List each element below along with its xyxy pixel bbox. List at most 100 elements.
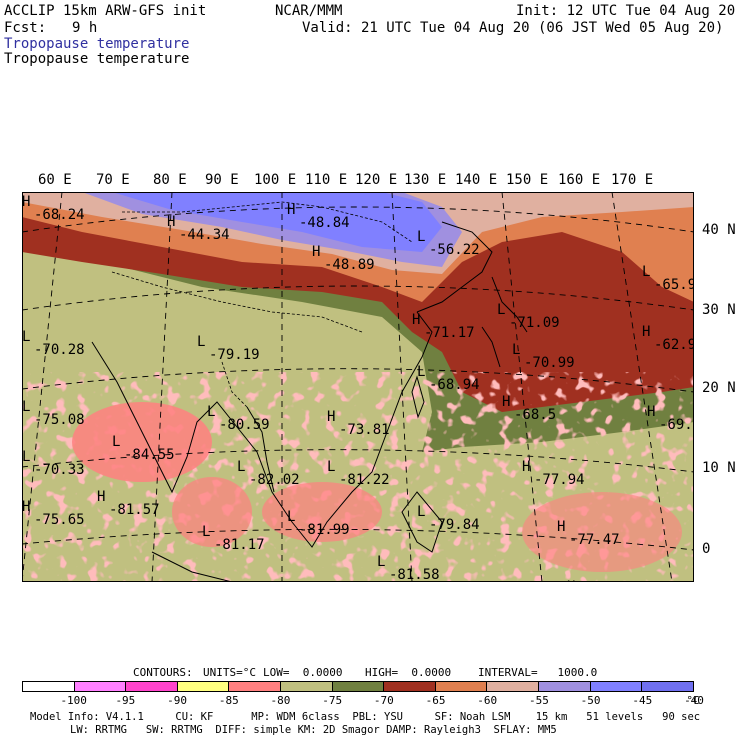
- extremum-low: L-82.02: [237, 459, 300, 488]
- extremum-marker: L: [497, 302, 505, 318]
- extremum-marker: H: [312, 244, 320, 260]
- colorbar-segment: [487, 682, 540, 691]
- contours-label: CONTOURS:: [133, 666, 193, 679]
- extremum-value: -75.65: [34, 512, 85, 528]
- cold-pool-pacific: [522, 492, 682, 572]
- colorbar-tick-label: -45: [632, 694, 653, 707]
- extremum-value: -81.99: [299, 522, 350, 538]
- extremum-marker: H: [522, 459, 530, 475]
- extremum-high: H-68.24: [22, 194, 85, 223]
- colorbar-segment: [642, 682, 693, 691]
- colorbar-tick-label: -40: [684, 694, 704, 707]
- extremum-low: L-81.99: [287, 509, 350, 538]
- lat-label: 10 N: [702, 460, 736, 476]
- colorbar-unit: °C: [686, 694, 700, 707]
- colorbar-tick-label: -50: [580, 694, 601, 707]
- extremum-marker: L: [202, 524, 210, 540]
- extremum-marker: L: [287, 509, 295, 525]
- extremum-marker: H: [287, 202, 295, 218]
- extremum-high: H-77.47: [557, 519, 620, 548]
- lat-label: 20 N: [702, 380, 736, 396]
- extremum-marker: H: [412, 312, 420, 328]
- map-border: [22, 192, 694, 582]
- extremum-marker: H: [167, 214, 175, 230]
- colorbar-segment: [384, 682, 436, 691]
- extremum-low: L-71.09: [497, 302, 560, 331]
- forecast-label: Fcst:: [4, 20, 47, 36]
- extremum-value: -77.47: [569, 532, 620, 548]
- lon-label: 60 E: [38, 172, 72, 188]
- extremum-value: -81.57: [109, 502, 160, 518]
- colorbar-segment: [281, 682, 333, 691]
- extremum-high: H-71.17: [412, 312, 475, 341]
- contours-high: HIGH= 0.0000: [365, 666, 452, 679]
- contours-units: UNITS=°C: [203, 666, 256, 679]
- extremum-value: -71.17: [424, 325, 475, 341]
- extremum-marker: H: [647, 404, 655, 420]
- extremum-value: -44.34: [179, 227, 230, 243]
- extremum-marker: L: [417, 504, 425, 520]
- extremum-value: -82.02: [249, 472, 300, 488]
- tropopause-temperature-map: H-44.34H-48.84H-48.89L-56.22L-65.98H-62.…: [22, 192, 705, 611]
- extremum-value: -56.22: [429, 242, 480, 258]
- valid-time: Valid: 21 UTC Tue 04 Aug 20 (06 JST Wed …: [302, 20, 724, 36]
- extremum-value: -75.08: [34, 412, 85, 428]
- lat-label: 30 N: [702, 302, 736, 318]
- extremum-low: L-79.84: [417, 504, 480, 533]
- colorbar-segment: [539, 682, 591, 691]
- extremum-low: L-81.22: [327, 459, 390, 488]
- extremum-marker: H: [22, 499, 30, 515]
- colorbar-segment: [590, 682, 643, 691]
- colorbar-tick-label: -60: [477, 694, 498, 707]
- extremum-value: -77.94: [534, 472, 585, 488]
- lon-label: 130 E: [404, 172, 447, 188]
- extremum-high: H-75.65: [22, 499, 85, 528]
- center-label: NCAR/MMM: [275, 3, 343, 19]
- extremum-value: -71.09: [509, 315, 560, 331]
- colorbar-segment: [23, 682, 75, 691]
- lon-label: 90 E: [205, 172, 239, 188]
- extremum-low: L-84.55: [112, 434, 175, 463]
- extremum-value: -73.81: [339, 422, 390, 438]
- forecast-value: 9 h: [72, 20, 98, 36]
- extremum-marker: L: [22, 399, 30, 415]
- cold-pool-india: [72, 402, 212, 482]
- extremum-marker: L: [197, 334, 205, 350]
- init-time: Init: 12 UTC Tue 04 Aug 20: [516, 3, 736, 19]
- extremum-value: -70.28: [34, 342, 85, 358]
- colorbar-segment: [126, 682, 178, 691]
- lat-label: 0: [702, 541, 711, 557]
- colorbar: [22, 681, 694, 692]
- extremum-low: L-79.19: [197, 334, 260, 363]
- extremum-high: H-44.34: [167, 214, 230, 243]
- extremum-value: -48.84: [299, 215, 350, 231]
- extrema-labels: H-44.34H-48.84H-48.89L-56.22L-65.98H-62.…: [22, 194, 705, 611]
- extremum-marker: L: [112, 434, 120, 450]
- extremum-marker: L: [417, 229, 425, 245]
- extremum-low: L-80.59: [207, 404, 270, 433]
- colorbar-tick-label: -55: [528, 694, 549, 707]
- colorbar-segment: [177, 682, 230, 691]
- lon-label: 160 E: [558, 172, 601, 188]
- lon-label: 140 E: [455, 172, 498, 188]
- extremum-value: -81.58: [389, 567, 440, 582]
- extremum-low: L-56.22: [417, 229, 480, 258]
- extremum-value: -79.19: [209, 347, 260, 363]
- colorbar-tick-label: -80: [270, 694, 291, 707]
- colorbar-tick-label: -95: [115, 694, 136, 707]
- extremum-value: -70.99: [524, 355, 575, 371]
- extremum-marker: H: [97, 489, 105, 505]
- extremum-value: -62.9: [654, 337, 694, 353]
- extremum-low: L-81.17: [202, 524, 265, 553]
- lat-lon-grid: [22, 192, 694, 582]
- colorbar-segment: [332, 682, 385, 691]
- lon-label: 80 E: [153, 172, 187, 188]
- colorbar-tick-label: -70: [373, 694, 394, 707]
- colorbar-tick-label: -100: [60, 694, 87, 707]
- extremum-high: H-77.94: [522, 459, 585, 488]
- model-title: ACCLIP 15km ARW-GFS init: [4, 3, 207, 19]
- extremum-marker: H: [502, 394, 510, 410]
- extremum-marker: L: [207, 404, 215, 420]
- colorbar-segment: [74, 682, 127, 691]
- lon-label: 170 E: [611, 172, 654, 188]
